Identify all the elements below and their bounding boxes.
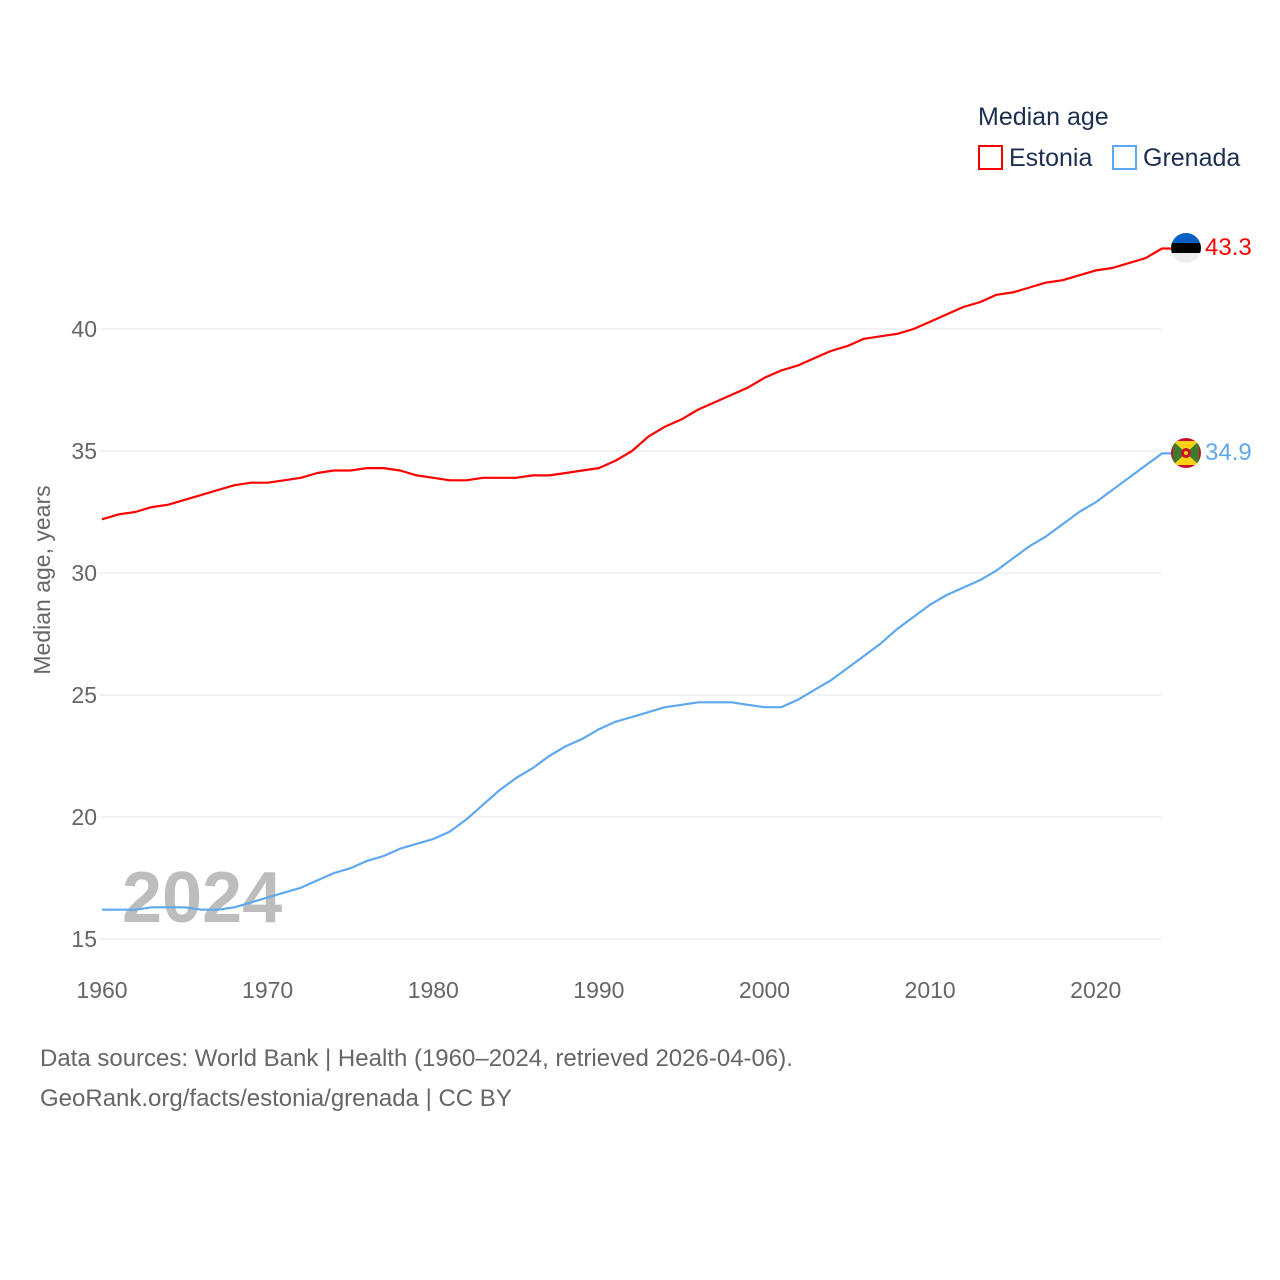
- y-tick-label: 20: [71, 804, 97, 830]
- x-tick-label: 1990: [573, 977, 624, 1003]
- gridlines: [100, 328, 1162, 940]
- x-tick-label: 2020: [1070, 977, 1121, 1003]
- series-line-grenada[interactable]: [102, 452, 1172, 911]
- grenada-flag-icon: [1171, 438, 1201, 468]
- legend-title: Median age: [978, 103, 1109, 131]
- watermark-year: 2024: [122, 858, 282, 938]
- legend-label-grenada[interactable]: Grenada: [1143, 144, 1240, 172]
- legend-label-estonia[interactable]: Estonia: [1009, 144, 1092, 172]
- x-tick-label: 1960: [76, 977, 127, 1003]
- x-axis-ticks: 1960 1970 1980 1990 2000 2010 2020: [76, 977, 1121, 1003]
- legend-swatch-grenada[interactable]: [1112, 145, 1137, 170]
- y-tick-label: 25: [71, 682, 97, 708]
- x-tick-label: 1980: [408, 977, 459, 1003]
- series-lines: [101, 247, 1172, 911]
- series-line-estonia[interactable]: [101, 247, 1172, 521]
- y-tick-label: 15: [71, 926, 97, 952]
- grenada-end-label: 34.9: [1205, 439, 1252, 466]
- footer-attribution[interactable]: GeoRank.org/facts/estonia/grenada | CC B…: [40, 1085, 512, 1112]
- y-tick-label: 40: [71, 316, 97, 342]
- y-axis-ticks: 15 20 25 30 35 40: [71, 316, 97, 952]
- x-tick-label: 1970: [242, 977, 293, 1003]
- y-tick-label: 30: [71, 560, 97, 586]
- x-tick-label: 2010: [905, 977, 956, 1003]
- footer-sources: Data sources: World Bank | Health (1960–…: [40, 1045, 793, 1072]
- legend: Median age Estonia Grenada: [978, 103, 1240, 172]
- estonia-flag-icon: [1171, 233, 1201, 263]
- x-tick-label: 2000: [739, 977, 790, 1003]
- y-axis-title: Median age, years: [29, 485, 55, 674]
- legend-swatch-estonia[interactable]: [978, 145, 1003, 170]
- estonia-end-label: 43.3: [1205, 234, 1252, 261]
- y-tick-label: 35: [71, 438, 97, 464]
